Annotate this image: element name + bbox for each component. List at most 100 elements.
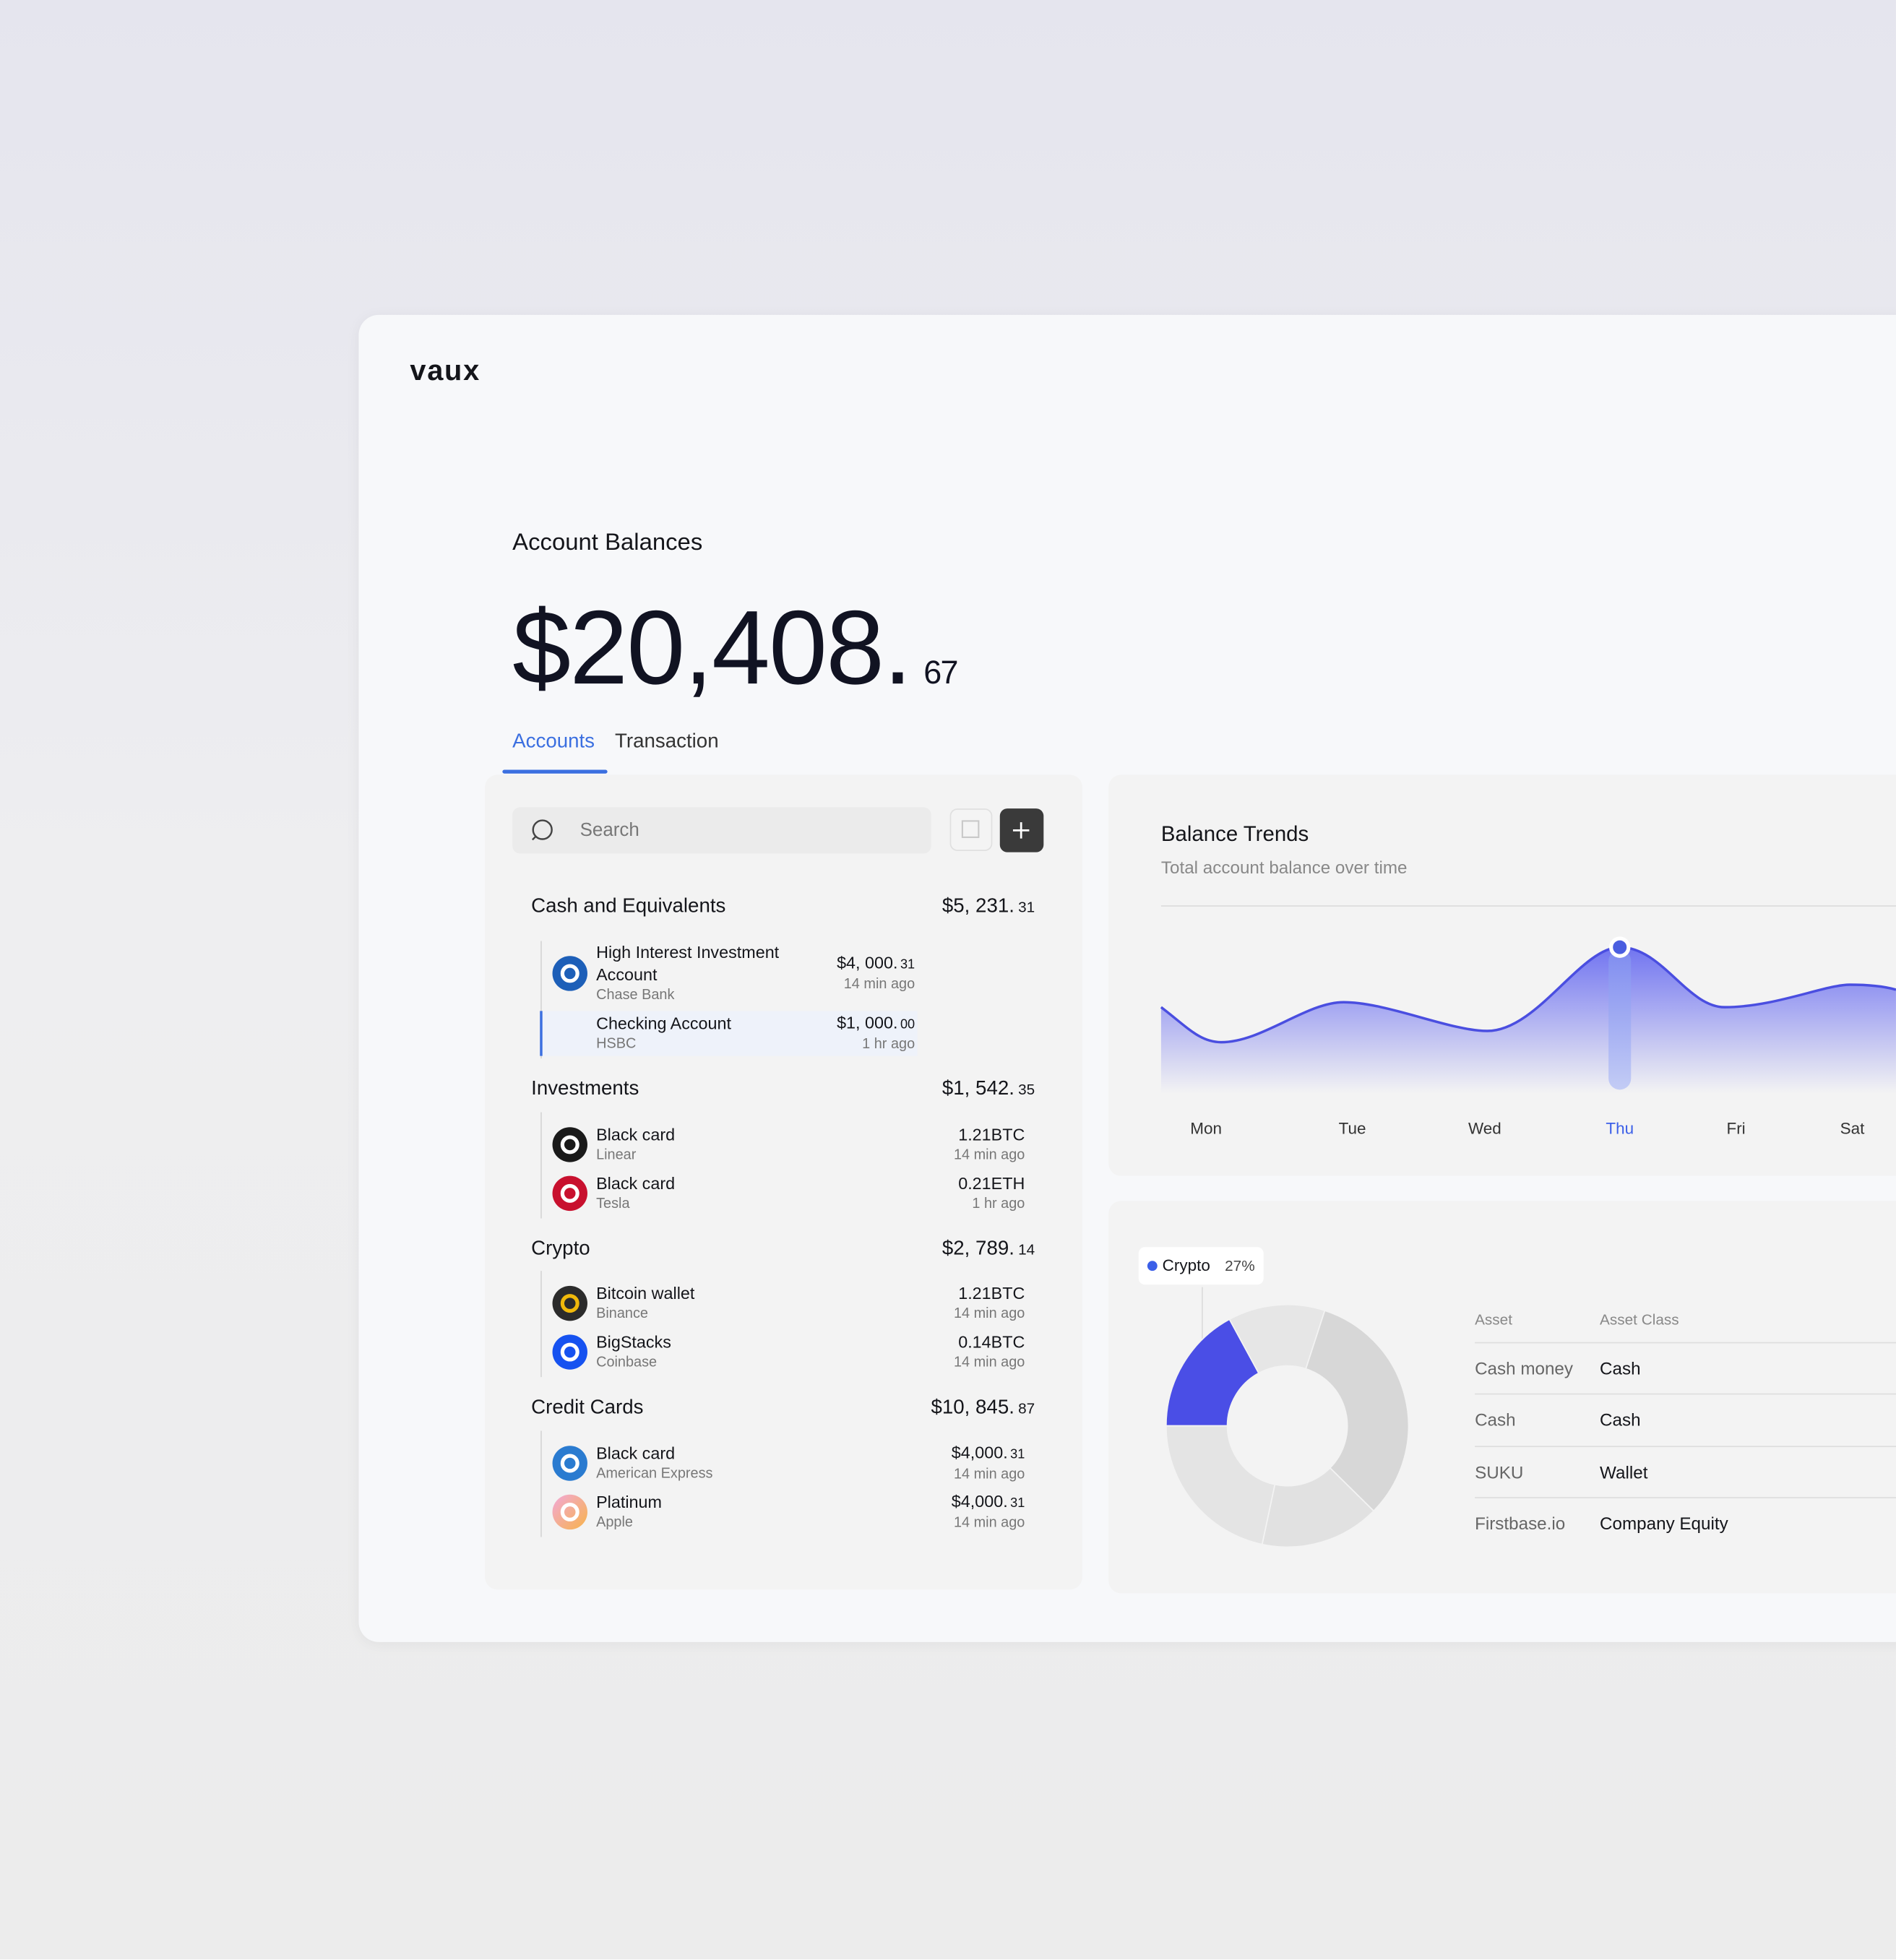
day-label: Sat bbox=[1840, 1118, 1865, 1138]
institution-icon bbox=[552, 956, 587, 991]
amount-main: $4, 000. bbox=[837, 953, 898, 972]
amount-line: 0.21ETH bbox=[958, 1173, 1025, 1195]
amount-line: $1, 000. 00 bbox=[837, 1012, 915, 1036]
account-row[interactable]: Black card Tesla bbox=[596, 1173, 675, 1214]
account-institution: Tesla bbox=[596, 1196, 630, 1212]
donut-segment bbox=[1165, 1318, 1260, 1427]
account-row[interactable]: Black card American Express bbox=[596, 1443, 712, 1484]
account-amount: 1.21BTC 14 min ago bbox=[954, 1283, 1025, 1324]
balance-cents: 67 bbox=[923, 653, 958, 691]
day-label: Tue bbox=[1338, 1118, 1366, 1138]
account-row[interactable]: BigStacks Coinbase bbox=[596, 1331, 671, 1373]
amount-cents: 31 bbox=[1010, 1447, 1025, 1462]
account-name: High Interest Investment Account bbox=[596, 943, 780, 985]
section-title: Account Balances bbox=[512, 530, 703, 556]
card-title: Balance Trends bbox=[1160, 822, 1309, 847]
total-main: $10, 845. bbox=[931, 1396, 1014, 1419]
table-header: Asset Class bbox=[1600, 1311, 1679, 1329]
day-label: Wed bbox=[1468, 1118, 1501, 1138]
legend-name: Crypto bbox=[1162, 1256, 1210, 1275]
day-label: Fri bbox=[1726, 1118, 1746, 1138]
legend-value: 27% bbox=[1225, 1257, 1255, 1275]
amount-main: 0.14BTC bbox=[958, 1332, 1025, 1352]
account-name: Platinum bbox=[596, 1493, 662, 1512]
balance-main: $20,408. bbox=[512, 588, 912, 707]
trend-point bbox=[1609, 936, 1631, 958]
amount-line: $4,000. 31 bbox=[952, 1491, 1025, 1515]
total-main: $1, 542. bbox=[941, 1078, 1014, 1100]
institution-icon bbox=[552, 1285, 587, 1321]
institution-icon bbox=[552, 1334, 587, 1370]
account-institution: HSBC bbox=[596, 1036, 637, 1052]
group-total: $2, 789. 14 bbox=[942, 1238, 1035, 1261]
logo: vaux bbox=[410, 353, 481, 387]
amount-line: 0.14BTC bbox=[954, 1331, 1025, 1354]
account-row[interactable]: Black card Linear bbox=[596, 1124, 675, 1165]
institution-icon bbox=[560, 1183, 579, 1203]
account-row[interactable]: High Interest Investment Account Chase Ba… bbox=[596, 941, 815, 1005]
amount-main: $4,000. bbox=[951, 1492, 1008, 1511]
group-total: $10, 845. 87 bbox=[931, 1397, 1035, 1420]
institution-icon bbox=[560, 1135, 579, 1154]
donut-segment bbox=[1165, 1425, 1276, 1545]
group-name: Investments bbox=[531, 1078, 639, 1100]
account-institution: Coinbase bbox=[596, 1355, 658, 1370]
institution-icon bbox=[560, 964, 579, 983]
day-label: Thu bbox=[1606, 1118, 1634, 1138]
table-cell: Cash bbox=[1600, 1358, 1641, 1378]
amount-time: 1 hr ago bbox=[862, 1037, 915, 1053]
edit-button[interactable] bbox=[949, 808, 993, 851]
table-divider bbox=[1475, 1497, 1896, 1498]
total-main: $2, 789. bbox=[941, 1238, 1014, 1260]
amount-main: $1, 000. bbox=[837, 1013, 898, 1032]
search-box[interactable] bbox=[512, 807, 931, 854]
amount-main: 1.21BTC bbox=[958, 1125, 1025, 1144]
amount-cents: 31 bbox=[900, 957, 915, 972]
account-amount: $1, 000. 00 1 hr ago bbox=[837, 1012, 915, 1055]
amount-line: $4,000. 31 bbox=[952, 1442, 1025, 1466]
account-amount: 0.14BTC 14 min ago bbox=[954, 1331, 1025, 1373]
donut-segment bbox=[1261, 1467, 1375, 1548]
legend-dot bbox=[1147, 1261, 1158, 1272]
tab[interactable]: Transaction bbox=[615, 730, 719, 753]
tab[interactable]: Accounts bbox=[512, 730, 595, 753]
institution-icon bbox=[552, 1127, 587, 1162]
account-name: Black card bbox=[596, 1443, 676, 1463]
highlight-bar bbox=[1608, 949, 1632, 1090]
plus-icon bbox=[1012, 822, 1030, 839]
amount-line: $4, 000. 31 bbox=[837, 952, 915, 976]
amount-time: 14 min ago bbox=[953, 1147, 1025, 1163]
account-name: BigStacks bbox=[596, 1332, 671, 1352]
account-amount: $4,000. 31 14 min ago bbox=[952, 1491, 1025, 1534]
row-highlight bbox=[542, 1011, 918, 1056]
edit-icon bbox=[961, 820, 980, 838]
institution-icon bbox=[560, 1294, 579, 1313]
account-name: Checking Account bbox=[596, 1014, 732, 1033]
balance: $20,408. 67 bbox=[512, 587, 958, 709]
amount-time: 1 hr ago bbox=[972, 1196, 1025, 1212]
card-subtitle: Total account balance over time bbox=[1160, 857, 1408, 878]
amount-time: 14 min ago bbox=[953, 1516, 1025, 1531]
institution-icon bbox=[560, 1342, 579, 1362]
institution-icon bbox=[560, 1454, 579, 1473]
table-divider bbox=[1475, 1393, 1896, 1395]
group-name: Credit Cards bbox=[531, 1396, 644, 1419]
account-name: Bitcoin wallet bbox=[596, 1284, 695, 1303]
group-total: $1, 542. 35 bbox=[942, 1079, 1035, 1101]
account-row[interactable]: Platinum Apple bbox=[596, 1491, 662, 1532]
total-cents: 35 bbox=[1018, 1081, 1035, 1099]
table-divider bbox=[1475, 1342, 1896, 1344]
account-row[interactable]: Checking Account HSBC bbox=[596, 1013, 731, 1054]
trend-line bbox=[1160, 946, 1896, 1044]
account-institution: Chase Bank bbox=[596, 988, 675, 1003]
search-placeholder: Search bbox=[579, 819, 639, 842]
institution-icon bbox=[552, 1494, 587, 1530]
amount-cents: 00 bbox=[900, 1016, 915, 1032]
account-institution: American Express bbox=[596, 1466, 713, 1482]
amount-time: 14 min ago bbox=[843, 977, 915, 993]
amount-time: 14 min ago bbox=[953, 1467, 1025, 1482]
amount-main: $4,000. bbox=[951, 1443, 1008, 1462]
account-row[interactable]: Bitcoin wallet Binance bbox=[596, 1283, 694, 1324]
total-cents: 31 bbox=[1018, 898, 1035, 916]
